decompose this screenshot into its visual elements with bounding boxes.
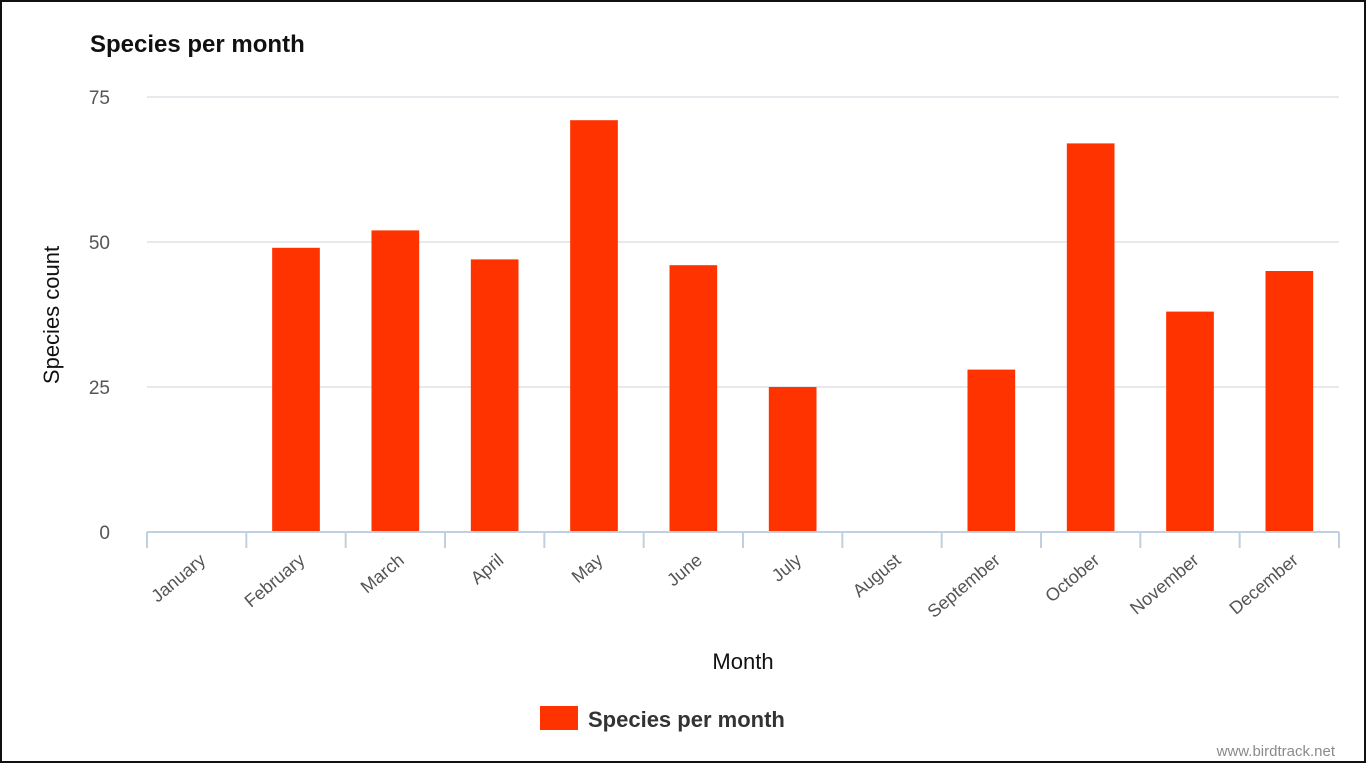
legend-label: Species per month — [588, 707, 785, 732]
x-tick-label: November — [1126, 550, 1202, 619]
x-tick-label: December — [1225, 550, 1301, 619]
bar-october[interactable] — [1066, 143, 1115, 532]
y-axis-label: Species count — [39, 246, 64, 384]
bar-november[interactable] — [1166, 311, 1214, 532]
y-axis-ticks: 0 25 50 75 — [89, 88, 110, 544]
y-tick-label: 50 — [89, 233, 110, 254]
x-tick-label: September — [924, 550, 1004, 622]
y-tick-label: 25 — [89, 378, 110, 399]
x-tick-label: October — [1041, 550, 1103, 606]
legend-swatch — [540, 706, 578, 730]
x-tick-label: January — [147, 550, 209, 606]
bar-may[interactable] — [570, 120, 618, 532]
chart-title: Species per month — [90, 31, 305, 58]
x-tick-label: August — [849, 550, 905, 601]
legend[interactable]: Species per month — [540, 706, 785, 732]
bar-june[interactable] — [669, 265, 718, 532]
x-tick-label: May — [568, 550, 607, 587]
x-tick-label: April — [467, 550, 507, 588]
bars — [272, 120, 1314, 533]
x-tick-label: July — [768, 550, 805, 586]
x-axis-label: Month — [712, 649, 773, 674]
bar-december[interactable] — [1265, 271, 1314, 532]
bar-april[interactable] — [470, 259, 519, 532]
x-tick-label: February — [241, 550, 309, 612]
x-tick-label: March — [357, 550, 408, 597]
y-tick-label: 0 — [99, 523, 110, 544]
x-axis: January February March April May June July Augu… — [146, 531, 1340, 622]
x-tick-label: June — [663, 550, 706, 590]
bar-july[interactable] — [768, 387, 817, 532]
credit-text[interactable]: www.birdtrack.net — [1216, 743, 1336, 760]
bar-september[interactable] — [967, 369, 1016, 532]
bar-february[interactable] — [272, 247, 320, 533]
bar-march[interactable] — [371, 230, 420, 532]
gridlines — [147, 96, 1339, 388]
y-tick-label: 75 — [89, 88, 110, 109]
